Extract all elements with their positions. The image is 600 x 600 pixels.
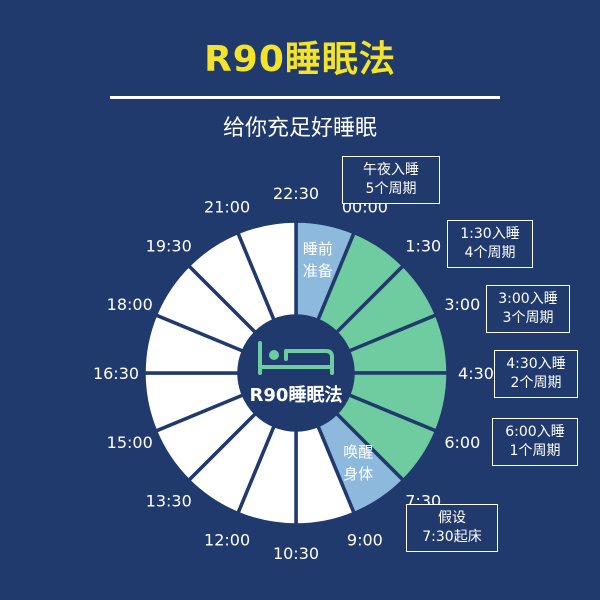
time-label: 12:00: [204, 530, 250, 549]
segment-label: 睡前: [303, 240, 333, 258]
note-line: 4个周期: [464, 245, 516, 261]
note-0300: 3:00入睡 3个周期: [486, 285, 570, 333]
time-label: 13:30: [146, 491, 192, 510]
segment-label: 身体: [343, 465, 373, 483]
time-label: 9:00: [347, 530, 383, 549]
note-midnight: 午夜入睡 5个周期: [342, 156, 440, 204]
time-label: 22:30: [273, 184, 319, 203]
clock-center-disk: [240, 317, 352, 429]
clock-segment-day: [236, 219, 298, 323]
note-line: 2个周期: [510, 375, 562, 391]
time-label: 10:30: [273, 544, 319, 563]
note-hypothesis: 假设 7:30起床: [406, 504, 498, 552]
note-0430: 4:30入睡 2个周期: [494, 350, 578, 398]
page-subtitle: 给你充足好睡眠: [222, 116, 377, 141]
note-line: 午夜入睡: [363, 162, 419, 178]
time-label: 19:30: [146, 237, 192, 256]
time-label: 3:00: [444, 295, 480, 314]
note-line: 7:30起床: [422, 529, 482, 545]
time-label: 15:00: [107, 433, 153, 452]
segment-label: 唤醒: [343, 443, 373, 461]
note-line: 假设: [438, 510, 466, 526]
time-label: 21:00: [204, 198, 250, 217]
segment-label: 准备: [303, 262, 333, 280]
time-label: 1:30: [405, 237, 441, 256]
bed-icon: [258, 341, 334, 375]
time-label: 18:00: [107, 295, 153, 314]
page-title: R90睡眠法: [204, 39, 396, 80]
time-label: 6:00: [444, 433, 480, 452]
note-line: 3:00入睡: [498, 291, 558, 307]
center-label: R90睡眠法: [250, 384, 343, 406]
note-line: 4:30入睡: [506, 356, 566, 372]
title-divider: [110, 96, 500, 99]
time-label: 4:30: [458, 364, 494, 383]
note-line: 6:00入睡: [505, 424, 565, 440]
note-0600: 6:00入睡 1个周期: [492, 418, 578, 466]
note-line: 3个周期: [502, 310, 554, 326]
time-label: 16:30: [93, 364, 139, 383]
note-line: 1个周期: [509, 443, 561, 459]
note-line: 1:30入睡: [460, 226, 520, 242]
note-line: 5个周期: [365, 181, 417, 197]
note-0130: 1:30入睡 4个周期: [447, 220, 533, 268]
